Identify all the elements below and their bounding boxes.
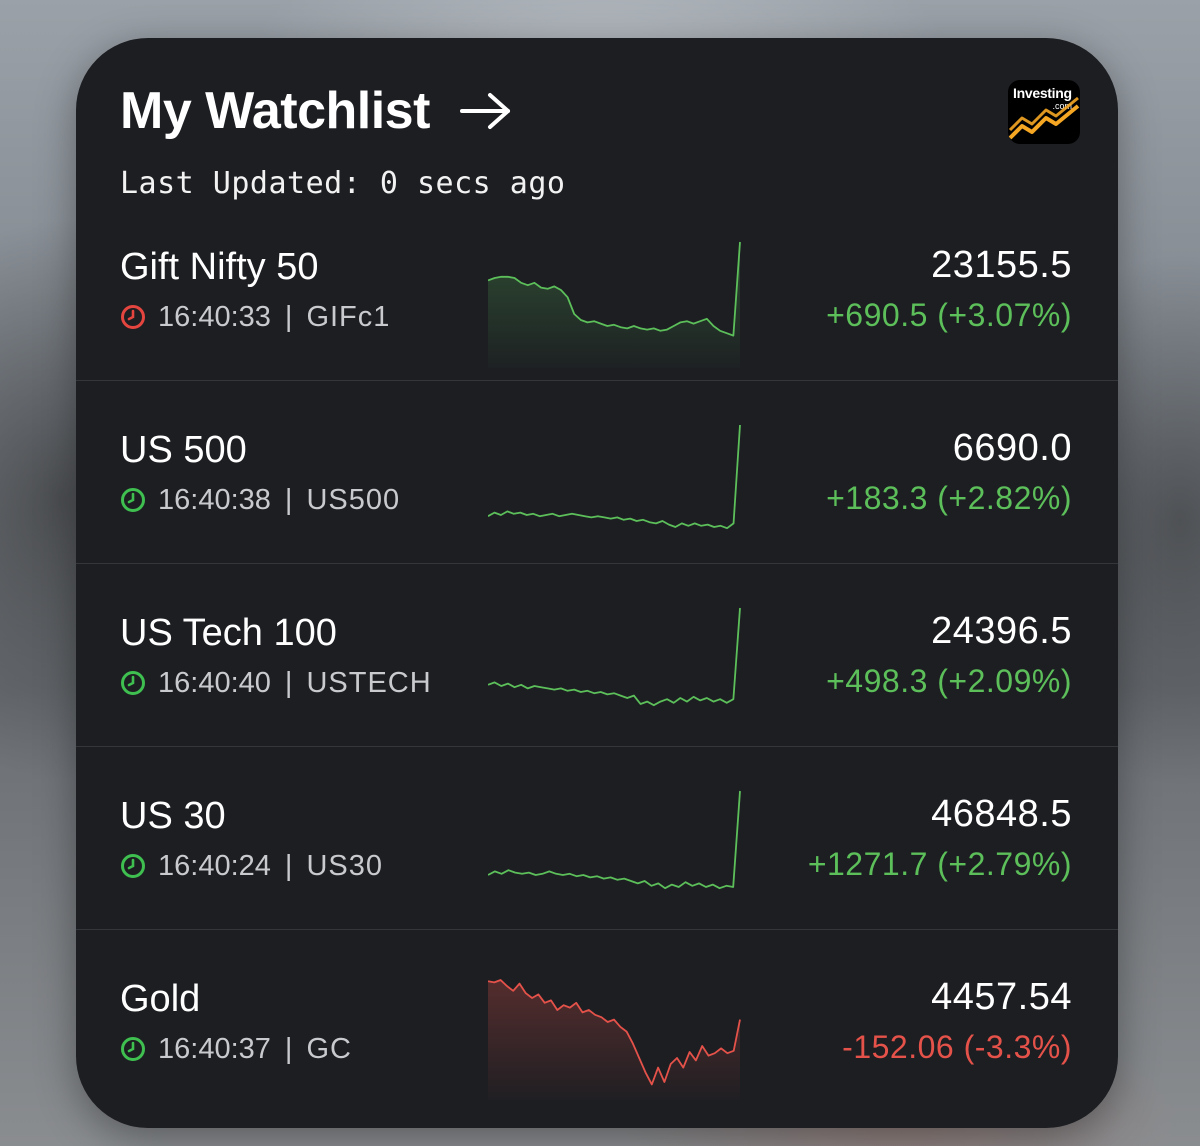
last-updated-label: Last Updated: 0 secs ago <box>120 166 566 201</box>
last-price: 4457.54 <box>931 976 1072 1018</box>
ticker-symbol: US500 <box>306 483 401 516</box>
update-time: 16:40:33 <box>158 300 271 333</box>
last-price: 24396.5 <box>931 610 1072 652</box>
sparkline-chart <box>488 979 741 1100</box>
price-change: -152.06 (-3.3%) <box>842 1029 1072 1065</box>
sparkline-chart <box>488 241 741 368</box>
watchlist-rows: Gift Nifty 50 16:40:33 | GIFc1 23155.5 +… <box>76 198 1118 1113</box>
last-price: 46848.5 <box>931 793 1072 835</box>
last-price: 23155.5 <box>931 244 1072 286</box>
update-time: 16:40:40 <box>158 666 271 699</box>
instrument-meta: 16:40:40 | USTECH <box>120 664 432 702</box>
investing-logo: Investing .com <box>1008 80 1080 144</box>
separator: | <box>284 1032 293 1065</box>
watchlist-widget[interactable]: My Watchlist Last Updated: 0 secs ago In… <box>76 38 1118 1128</box>
watchlist-row[interactable]: US 30 16:40:24 | US30 46848.5 +1271.7 (+… <box>76 747 1118 930</box>
sparkline-chart <box>488 790 741 890</box>
arrow-right-icon[interactable] <box>458 91 514 131</box>
price-change: +690.5 (+3.07%) <box>826 297 1072 333</box>
clock-icon <box>121 305 145 329</box>
watchlist-row[interactable]: Gift Nifty 50 16:40:33 | GIFc1 23155.5 +… <box>76 198 1118 381</box>
sparkline-area <box>488 980 740 1100</box>
title-row[interactable]: My Watchlist <box>120 78 1080 144</box>
watchlist-row[interactable]: US Tech 100 16:40:40 | USTECH 24396.5 +4… <box>76 564 1118 747</box>
sparkline-chart <box>488 607 741 707</box>
sparkline-line <box>488 241 741 337</box>
sparkline-line <box>488 607 741 707</box>
instrument-meta: 16:40:38 | US500 <box>120 481 400 519</box>
separator: | <box>284 300 293 333</box>
price-change: +1271.7 (+2.79%) <box>807 846 1072 882</box>
ticker-symbol: GC <box>306 1032 352 1065</box>
instrument-meta: 16:40:24 | US30 <box>120 847 383 885</box>
watchlist-row[interactable]: US 500 16:40:38 | US500 6690.0 +183.3 (+… <box>76 381 1118 564</box>
clock-icon <box>121 488 145 512</box>
watchlist-row[interactable]: Gold 16:40:37 | GC 4457.54 -152.06 (-3.3… <box>76 930 1118 1113</box>
ticker-symbol: USTECH <box>306 666 432 699</box>
price-change: +183.3 (+2.82%) <box>826 480 1072 516</box>
separator: | <box>284 483 293 516</box>
separator: | <box>284 666 293 699</box>
logo-sub: .com <box>1052 101 1072 111</box>
instrument-meta: 16:40:37 | GC <box>120 1030 352 1068</box>
separator: | <box>284 849 293 882</box>
sparkline-line <box>488 790 741 890</box>
instrument-name: US 30 <box>120 795 226 837</box>
instrument-name: Gold <box>120 978 201 1020</box>
update-time: 16:40:37 <box>158 1032 271 1065</box>
widget-header: My Watchlist Last Updated: 0 secs ago In… <box>120 78 1080 238</box>
ticker-symbol: GIFc1 <box>306 300 391 333</box>
clock-icon <box>121 671 145 695</box>
clock-icon <box>121 1037 145 1061</box>
ticker-symbol: US30 <box>306 849 383 882</box>
widget-title[interactable]: My Watchlist <box>120 82 430 140</box>
chart-trend-icon <box>1008 96 1080 140</box>
instrument-name: Gift Nifty 50 <box>120 246 319 288</box>
last-price: 6690.0 <box>952 427 1072 469</box>
sparkline-chart <box>488 424 741 530</box>
update-time: 16:40:38 <box>158 483 271 516</box>
sparkline-area <box>488 242 740 368</box>
update-time: 16:40:24 <box>158 849 271 882</box>
instrument-name: US Tech 100 <box>120 612 337 654</box>
sparkline-line <box>488 979 741 1086</box>
instrument-name: US 500 <box>120 429 247 471</box>
logo-text: Investing <box>1013 85 1072 101</box>
price-change: +498.3 (+2.09%) <box>826 663 1072 699</box>
instrument-meta: 16:40:33 | GIFc1 <box>120 298 390 336</box>
sparkline-line <box>488 424 741 530</box>
clock-icon <box>121 854 145 878</box>
